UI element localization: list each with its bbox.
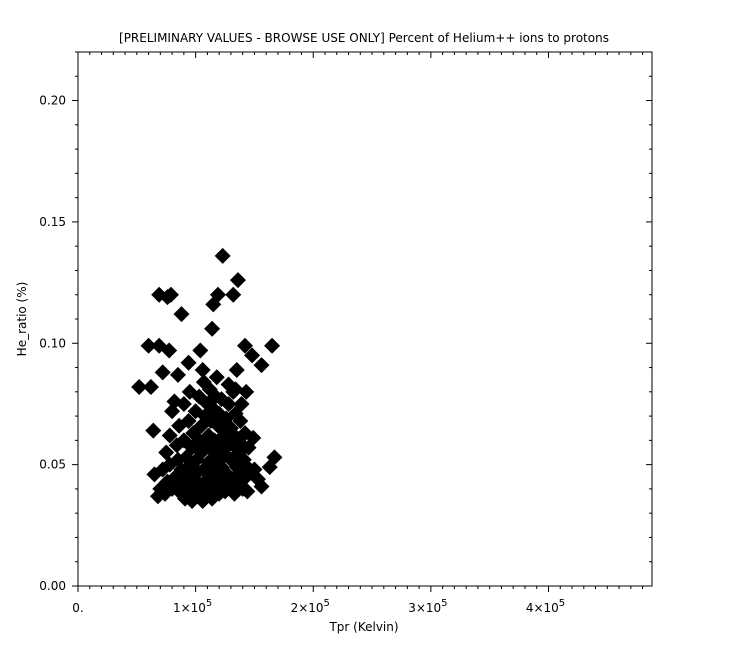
x-tick-exponent: 5: [206, 598, 212, 609]
plot-frame: [77, 51, 653, 587]
y-axis-label: He_ratio (%): [15, 282, 29, 357]
data-point: [244, 347, 261, 364]
data-point: [161, 342, 178, 359]
data-point: [180, 412, 197, 429]
data-point: [214, 247, 231, 264]
data-point: [173, 306, 190, 323]
data-point: [264, 337, 281, 354]
data-point: [238, 383, 255, 400]
data-point: [154, 364, 171, 381]
y-tick-label: 0.10: [39, 336, 66, 350]
data-point: [225, 286, 242, 303]
data-point: [142, 378, 159, 395]
data-point: [249, 471, 266, 488]
data-point: [239, 483, 256, 500]
data-point: [237, 425, 254, 442]
data-point: [208, 369, 225, 386]
data-point: [253, 357, 270, 374]
data-point: [237, 337, 254, 354]
data-point: [145, 422, 162, 439]
y-tick-label: 0.00: [39, 579, 66, 593]
x-tick-label: 2×105: [291, 598, 330, 615]
data-point: [232, 412, 249, 429]
data-points: [131, 247, 283, 510]
x-tick-exponent: 5: [441, 598, 447, 609]
y-tick-label: 0.20: [39, 94, 66, 108]
data-point: [180, 354, 197, 371]
data-point: [228, 361, 245, 378]
x-tick-label: 0.: [72, 601, 83, 615]
data-point: [261, 459, 278, 476]
data-point: [229, 272, 246, 289]
x-tick-label: 3×105: [408, 598, 447, 615]
data-point: [194, 361, 211, 378]
data-point: [162, 286, 179, 303]
data-point: [192, 342, 209, 359]
data-point: [158, 444, 175, 461]
data-point: [233, 395, 250, 412]
data-point: [253, 478, 270, 495]
data-point: [175, 395, 192, 412]
data-point: [140, 337, 157, 354]
y-tick-label: 0.05: [39, 458, 66, 472]
data-point: [240, 439, 257, 456]
y-tick-label: 0.15: [39, 215, 66, 229]
chart-title: [PRELIMINARY VALUES - BROWSE USE ONLY] P…: [119, 31, 609, 45]
x-tick-label: 1×105: [173, 598, 212, 615]
data-point: [227, 381, 244, 398]
data-point: [131, 378, 148, 395]
data-point: [209, 286, 226, 303]
data-point: [169, 366, 186, 383]
data-point: [161, 427, 178, 444]
data-point: [204, 320, 221, 337]
axis-ticks: 0. 1×105 2×105 3×105 4×105 0.00 0.05 0.10 0.15 0.…: [39, 51, 652, 615]
x-tick-exponent: 5: [559, 598, 565, 609]
x-tick-exponent: 5: [324, 598, 330, 609]
x-tick-label: 4×105: [526, 598, 565, 615]
data-point: [220, 395, 237, 412]
x-axis-label: Tpr (Kelvin): [328, 620, 398, 634]
